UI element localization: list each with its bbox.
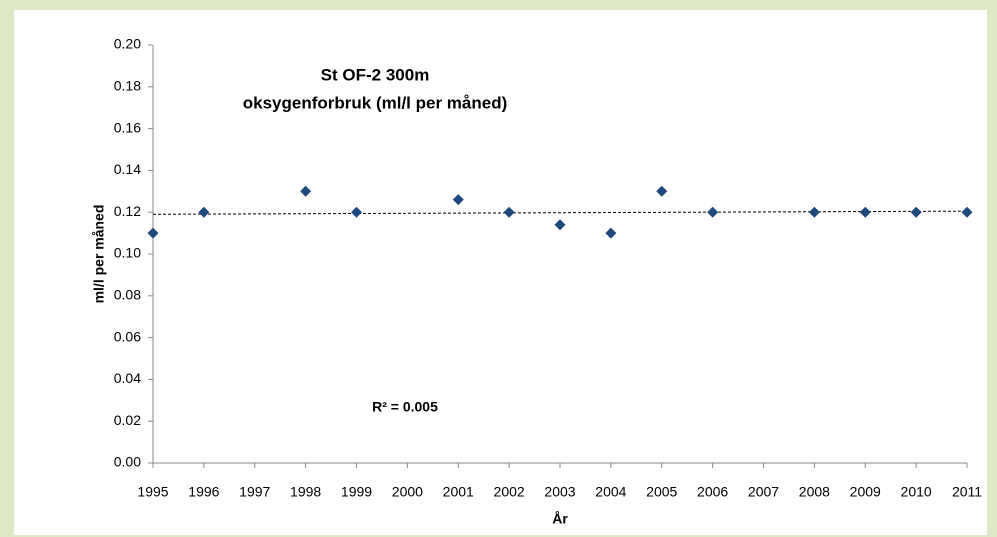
data-point — [808, 206, 820, 218]
x-tick-label: 1997 — [239, 484, 270, 500]
y-tick-label: 0.14 — [114, 161, 141, 177]
y-tick-label: 0.06 — [114, 328, 141, 344]
data-point — [147, 227, 159, 239]
data-point — [351, 206, 362, 218]
x-axis-title: År — [552, 511, 568, 527]
data-point — [656, 185, 668, 197]
y-tick-label: 0.18 — [114, 78, 141, 94]
x-tick-label: 2011 — [952, 484, 982, 500]
chart-subtitle: oksygenforbruk (ml/l per måned) — [243, 93, 508, 112]
x-tick-label: 2001 — [443, 484, 474, 500]
chart-title: St OF-2 300m — [321, 65, 430, 84]
data-point — [707, 206, 719, 218]
x-tick-label: 2010 — [901, 484, 932, 500]
y-tick-label: 0.12 — [114, 203, 141, 219]
trendline — [152, 210, 968, 215]
y-tick-label: 0.16 — [114, 119, 141, 135]
y-tick-label: 0.02 — [114, 412, 141, 428]
x-tick-label: 2002 — [494, 484, 525, 500]
x-tick-label: 1996 — [188, 484, 219, 500]
y-axis-title: ml/l per måned — [91, 205, 107, 304]
y-tick-label: 0.10 — [114, 245, 141, 261]
data-point — [961, 206, 973, 218]
data-point — [605, 227, 617, 239]
x-tick-label: 2007 — [748, 484, 779, 500]
data-point — [198, 206, 210, 218]
y-tick-label: 0.08 — [114, 287, 141, 303]
x-tick-label: 2008 — [799, 484, 830, 500]
data-point — [859, 206, 871, 218]
x-tick-label: 2004 — [595, 484, 626, 500]
data-point — [910, 206, 922, 218]
x-tick-label: 2005 — [646, 484, 677, 500]
x-tick-label: 2006 — [697, 484, 728, 500]
annotation: R² = 0.005 — [372, 399, 438, 415]
x-tick-label: 1995 — [137, 484, 168, 500]
x-tick-label: 2000 — [392, 484, 423, 500]
data-point — [503, 206, 515, 218]
y-tick-label: 0.04 — [114, 370, 141, 386]
x-tick-label: 1998 — [290, 484, 321, 500]
x-tick-label: 1999 — [341, 484, 372, 500]
chart-area — [14, 10, 987, 535]
data-point — [300, 185, 312, 197]
data-point — [452, 194, 464, 206]
data-point — [554, 219, 566, 231]
x-tick-label: 2009 — [850, 484, 881, 500]
y-tick-label: 0.00 — [114, 454, 141, 470]
x-tick-label: 2003 — [544, 484, 575, 500]
y-tick-label: 0.20 — [114, 36, 141, 52]
